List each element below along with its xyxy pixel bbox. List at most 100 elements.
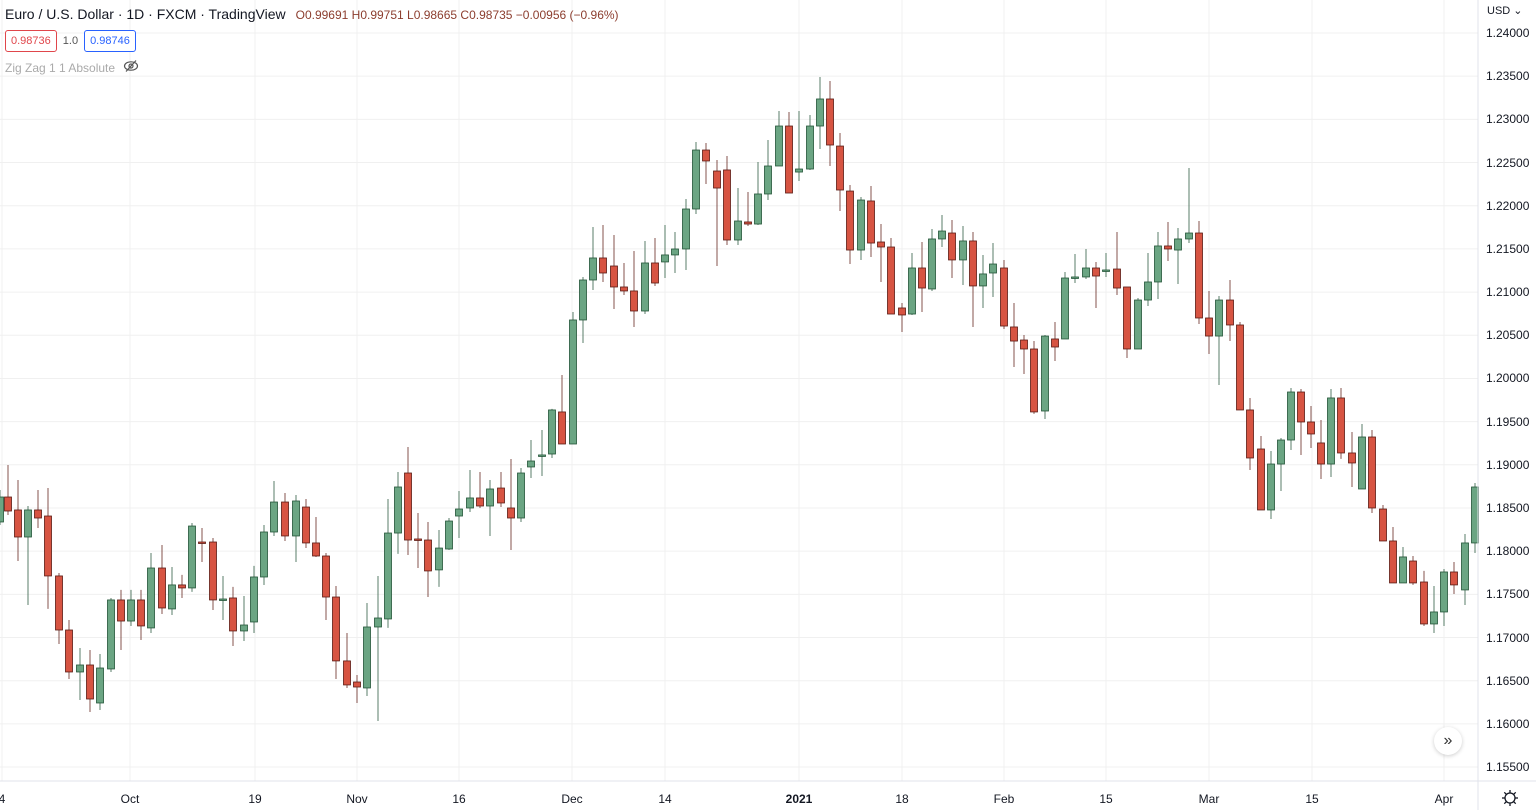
candle-up [270, 481, 278, 536]
candle-down [178, 574, 186, 598]
candle-down [1123, 286, 1131, 358]
candle-down [507, 459, 515, 551]
price-label: 1.21000 [1486, 285, 1530, 300]
candle-up [775, 110, 783, 167]
candle-up [240, 595, 248, 641]
candle-down [209, 538, 217, 610]
candle-down [322, 552, 330, 620]
chart-grid [0, 0, 1478, 781]
price-label: 1.23000 [1486, 112, 1530, 127]
candle-up [250, 565, 258, 633]
candle-up [384, 498, 392, 628]
candle-up [816, 77, 824, 149]
candle-up [1174, 228, 1182, 284]
indicator-label[interactable]: Zig Zag 1 1 Absolute [5, 60, 116, 75]
candle-down [744, 191, 752, 227]
candle-down [497, 471, 505, 508]
candle-down [1205, 290, 1213, 355]
candle-up [1154, 231, 1162, 299]
price-label: 1.15500 [1486, 760, 1530, 775]
time-label: 4 [0, 792, 6, 806]
candle-up [1461, 534, 1469, 605]
gear-icon[interactable] [1500, 788, 1520, 808]
candle-up [445, 517, 453, 551]
candle-down [1420, 570, 1428, 626]
candle-up [1082, 248, 1090, 279]
candle-up [938, 214, 946, 248]
buy-price-button[interactable]: 0.98746 [84, 30, 136, 52]
candle-up [589, 226, 597, 291]
candle-down [65, 619, 73, 679]
scroll-to-realtime-button[interactable]: » [1434, 727, 1462, 755]
candle-down [1368, 429, 1376, 513]
candle-down [158, 545, 166, 614]
candle-up [579, 277, 587, 344]
candle-down [948, 219, 956, 279]
candle-down [877, 224, 885, 282]
candle-down [1257, 435, 1265, 511]
eye-crossed-icon[interactable] [123, 59, 139, 76]
candle-up [466, 469, 474, 512]
candle-down [610, 234, 618, 310]
candle-up [76, 647, 84, 700]
candle-down [723, 155, 731, 246]
candle-down [404, 447, 412, 555]
candle-down [898, 302, 906, 332]
candle-down [702, 143, 710, 185]
time-label: Dec [561, 792, 583, 806]
candle-down [353, 675, 361, 703]
candle-up [1277, 438, 1285, 491]
time-label: 2021 [785, 792, 813, 806]
candle-down [117, 589, 125, 650]
candle-up [692, 141, 700, 215]
candle-down [1389, 526, 1397, 584]
candle-up [24, 505, 32, 605]
price-label: 1.16000 [1486, 716, 1530, 731]
price-label: 1.23500 [1486, 69, 1530, 84]
price-label: 1.18500 [1486, 500, 1530, 515]
price-label: 1.19500 [1486, 414, 1530, 429]
candle-up [394, 471, 402, 554]
candle-down [1348, 431, 1356, 487]
currency-selector[interactable]: USD ⌄ [1487, 5, 1523, 17]
candle-up [1287, 387, 1295, 450]
candle-up [1071, 253, 1079, 284]
spread-value: 1.0 [62, 35, 79, 47]
candle-down [343, 632, 351, 688]
sell-price-button[interactable]: 0.98736 [5, 30, 57, 52]
candle-down [1379, 504, 1387, 542]
candle-down [414, 512, 422, 569]
quote-row: 0.98736 1.0 0.98746 [5, 30, 136, 52]
candle-down [1195, 221, 1203, 325]
candle-up [1471, 483, 1479, 553]
candle-up [538, 429, 546, 477]
candle-up [1144, 252, 1152, 306]
candle-down [55, 573, 63, 644]
candle-up [1061, 271, 1069, 340]
candle-up [168, 566, 176, 615]
candle-down [1337, 387, 1345, 459]
time-label: 18 [895, 792, 909, 806]
candle-up [1440, 568, 1448, 626]
candle-up [260, 524, 268, 586]
candle-down [836, 133, 844, 211]
candle-up [188, 523, 196, 592]
candle-down [1317, 419, 1325, 479]
candle-up [641, 241, 649, 315]
candle-up [1430, 585, 1438, 633]
candle-up [96, 654, 104, 710]
candle-down [1307, 405, 1315, 448]
candle-up [569, 312, 577, 445]
symbol-title[interactable]: Euro / U.S. Dollar · 1D · FXCM · Trading… [5, 6, 286, 22]
candle-up [979, 254, 987, 308]
time-label: Apr [1434, 792, 1454, 806]
candle-up [127, 589, 135, 626]
chart-legend: Euro / U.S. Dollar · 1D · FXCM · Trading… [5, 6, 619, 22]
candle-down [1297, 388, 1305, 455]
time-label: 15 [1305, 792, 1319, 806]
candle-down [1030, 341, 1038, 414]
candle-down [1010, 303, 1018, 368]
candle-up [661, 224, 669, 279]
candle-down [1450, 561, 1458, 594]
